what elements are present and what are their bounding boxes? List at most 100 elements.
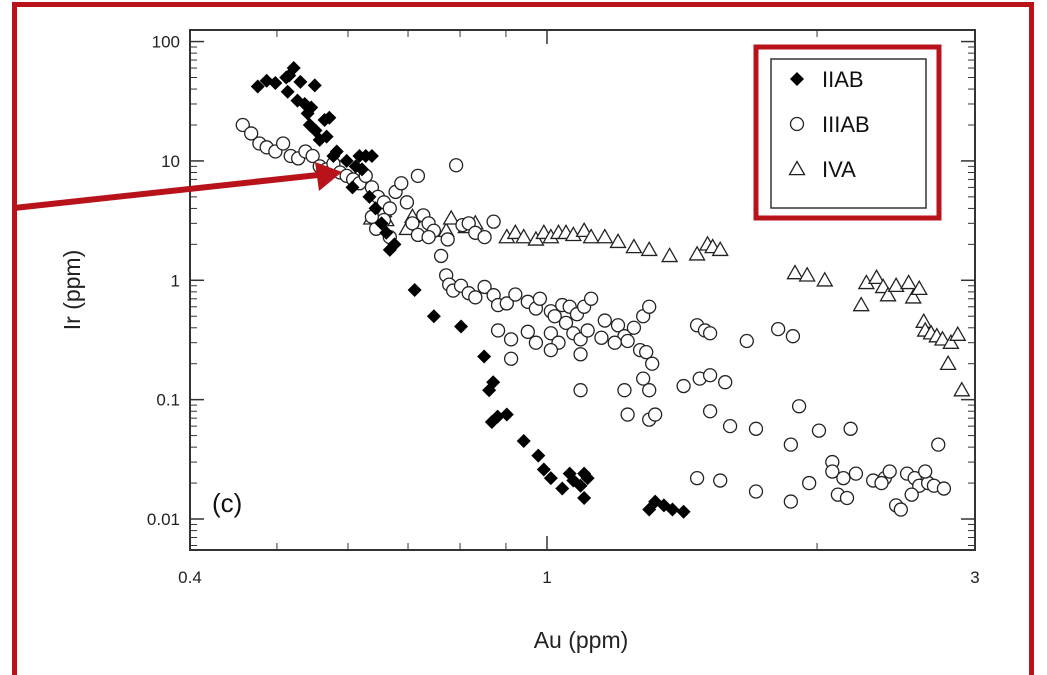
data-point (711, 241, 729, 257)
data-point (503, 351, 519, 366)
data-point (617, 383, 632, 398)
legend-marker (790, 72, 804, 86)
data-point (639, 345, 654, 360)
legend-highlight-box (753, 44, 942, 221)
data-point (286, 61, 301, 76)
data-point (440, 232, 455, 247)
data-point (564, 226, 582, 242)
data-point (543, 326, 559, 341)
data-point (536, 462, 551, 477)
data-point (382, 201, 397, 216)
highlight-frame-left (12, 2, 17, 675)
data-point (625, 238, 643, 254)
data-point (490, 409, 505, 424)
data-point (482, 383, 497, 398)
data-point (305, 148, 320, 164)
data-point (702, 326, 718, 341)
data-point (702, 368, 718, 383)
legend-items: IIAB IIIAB IVA (788, 67, 870, 182)
data-point (748, 484, 764, 499)
x-tick-label: 0.4 (178, 568, 202, 587)
data-point (642, 299, 657, 314)
data-point (582, 228, 600, 244)
data-point (783, 494, 798, 509)
data-point (280, 84, 295, 99)
data-point (626, 320, 642, 335)
data-point (421, 229, 436, 245)
data-point (596, 228, 614, 244)
data-point (250, 79, 265, 94)
data-point (345, 180, 360, 195)
data-point (520, 324, 535, 339)
y-tick-label: 10 (161, 152, 180, 171)
data-point (235, 117, 250, 133)
data-point (547, 309, 562, 324)
data-point (702, 404, 718, 419)
data-point (575, 221, 593, 238)
data-point (953, 381, 971, 397)
data-point (904, 487, 919, 502)
data-point (442, 209, 460, 225)
data-point (718, 375, 733, 390)
highlight-frame-right (1029, 2, 1034, 675)
data-point (597, 313, 612, 328)
data-point (486, 214, 501, 229)
data-point (499, 296, 514, 311)
x-tick-label: 1 (542, 568, 551, 587)
data-point (848, 466, 864, 481)
data-point (426, 309, 441, 324)
data-point (322, 110, 337, 125)
data-point (843, 421, 858, 436)
data-point (302, 117, 317, 132)
legend: IIAB IIIAB IVA (753, 44, 942, 221)
data-point (573, 383, 588, 398)
data-point (836, 470, 851, 486)
data-point (543, 471, 558, 486)
data-point (852, 296, 870, 312)
data-point (949, 325, 967, 341)
data-point (307, 78, 322, 93)
data-point (410, 168, 426, 183)
data-point (839, 490, 855, 506)
data-point (448, 158, 464, 173)
data-point (293, 74, 308, 89)
data-point (583, 291, 599, 306)
data-point (610, 318, 626, 333)
data-point (244, 126, 259, 141)
panel-label: (c) (212, 488, 242, 518)
data-point (407, 282, 422, 297)
y-tick-label: 1 (171, 271, 180, 290)
data-point (802, 475, 817, 491)
data-point (490, 323, 506, 338)
y-tick-label: 0.1 (156, 391, 180, 410)
data-point (748, 421, 764, 436)
data-point (528, 335, 544, 350)
data-point (910, 279, 928, 295)
data-point (887, 276, 905, 293)
data-point (477, 279, 492, 295)
data-point (454, 319, 469, 334)
data-point (477, 229, 492, 245)
highlight-frame-top (12, 2, 1034, 7)
data-point (555, 481, 570, 496)
data-point (319, 129, 334, 144)
data-point (607, 335, 622, 350)
data-point (713, 473, 728, 488)
data-point (275, 136, 291, 151)
data-point (620, 333, 635, 349)
data-point (433, 248, 449, 264)
legend-marker (788, 160, 806, 176)
data-point (499, 407, 514, 422)
data-point (268, 75, 283, 90)
data-point (326, 148, 341, 163)
data-point (642, 383, 657, 398)
data-point (904, 288, 922, 304)
axis-ticks: 0.01 0.1 1 10 100 0.4 1 3 (147, 30, 980, 587)
data-points (235, 61, 971, 519)
data-point (405, 216, 420, 231)
data-point (374, 216, 389, 231)
data-point (739, 333, 754, 349)
data-point (580, 323, 595, 338)
data-point (399, 195, 415, 210)
